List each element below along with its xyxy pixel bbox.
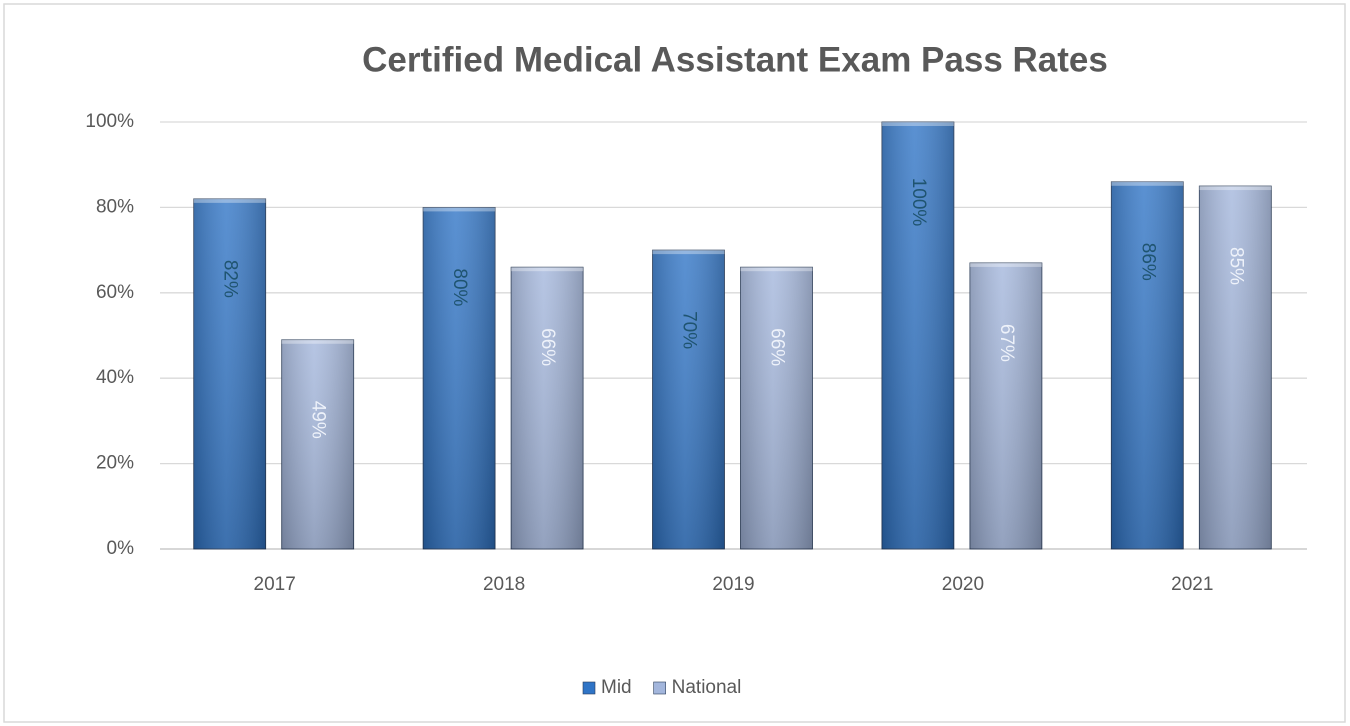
bar-top [652, 250, 725, 255]
bar-shade [969, 262, 1042, 549]
bar-group [969, 262, 1043, 550]
y-tick-label: 20% [96, 453, 134, 474]
bar-shade [423, 207, 496, 549]
value-label: 82% [220, 260, 241, 298]
bar-top [511, 267, 584, 272]
value-label: 80% [449, 268, 470, 306]
x-tick-label: 2018 [483, 574, 525, 595]
value-label: 49% [308, 401, 329, 439]
value-label: 66% [766, 328, 787, 366]
bar-top [1111, 181, 1184, 186]
bar-shade [1111, 181, 1184, 549]
bar-shade [652, 250, 725, 549]
value-label: 70% [678, 311, 699, 349]
legend-swatch [653, 681, 666, 695]
bar-group [193, 198, 267, 550]
bar-group [740, 266, 813, 550]
value-label: 66% [537, 328, 558, 366]
y-tick-label: 40% [96, 367, 134, 388]
legend-label: Mid [601, 677, 632, 698]
bar-group [881, 121, 955, 550]
bar-shade [881, 122, 954, 549]
bar-shade [511, 267, 584, 549]
bar-shade [1199, 186, 1272, 550]
bar-group [422, 206, 496, 550]
bar-top [193, 198, 266, 203]
bar-group [1198, 185, 1272, 550]
bar-top [281, 339, 354, 344]
bar-top [1199, 186, 1272, 191]
bar-top [423, 207, 496, 212]
x-tick-label: 2021 [1171, 574, 1213, 595]
x-tick-label: 2019 [712, 574, 754, 595]
value-label: 67% [996, 324, 1017, 362]
x-tick-label: 2020 [942, 574, 984, 595]
value-label: 100% [908, 178, 929, 227]
value-label: 85% [1225, 247, 1246, 285]
bar-group [1110, 181, 1184, 550]
chart-title: Certified Medical Assistant Exam Pass Ra… [362, 40, 1108, 79]
bar-group [652, 249, 725, 550]
bar-group [281, 339, 355, 550]
bar-shade [740, 267, 813, 549]
bar-top [740, 267, 813, 272]
bar-shade [281, 339, 354, 549]
y-tick-label: 0% [107, 538, 135, 559]
bar-group [510, 266, 584, 550]
x-tick-label: 2017 [254, 574, 296, 595]
legend-swatch [582, 681, 596, 695]
bar-top [969, 262, 1042, 267]
value-label: 86% [1137, 243, 1158, 281]
bar-shade [193, 198, 266, 550]
y-tick-label: 100% [85, 111, 134, 132]
bar-top [881, 122, 954, 126]
y-tick-label: 80% [96, 196, 134, 217]
y-tick-label: 60% [96, 282, 134, 303]
legend-label: National [672, 677, 742, 698]
